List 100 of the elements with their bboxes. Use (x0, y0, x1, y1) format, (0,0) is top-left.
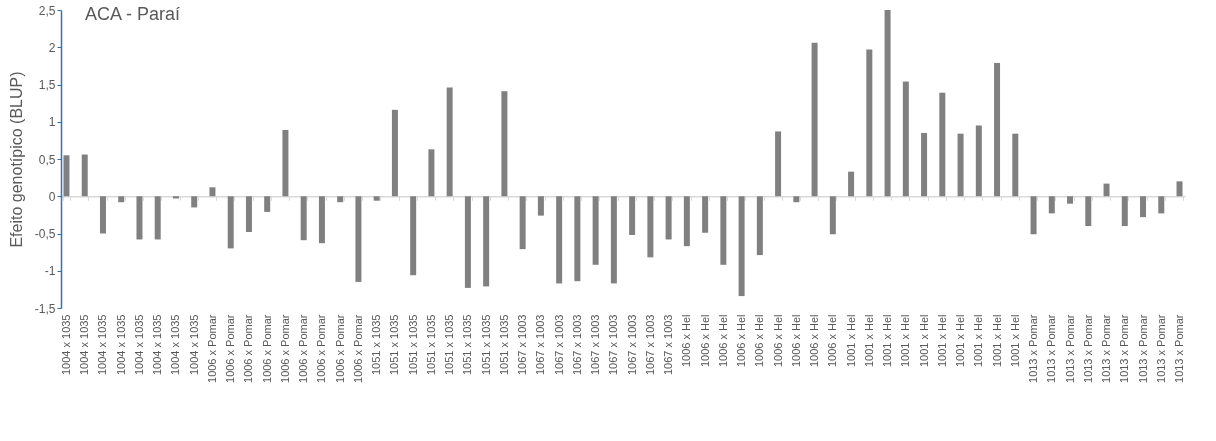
bar (665, 196, 672, 240)
x-tick-label: 1051 x 1035 (479, 314, 492, 376)
y-axis-title: Efeito genotípico (BLUP) (7, 71, 25, 248)
bar (300, 196, 307, 241)
bar (756, 196, 763, 256)
x-tick-label: 1006 x Pomar (205, 314, 218, 383)
x-tick-label: 1067 x 1003 (552, 314, 565, 376)
y-tick-label: 2 (48, 40, 56, 55)
x-tick-label: 1001 x Hel (972, 314, 985, 368)
bar (1012, 133, 1019, 197)
bar (318, 196, 325, 244)
bar (957, 133, 964, 197)
bar (410, 196, 417, 276)
x-tick-label: 1067 x 1003 (516, 314, 529, 376)
bar (1176, 181, 1183, 197)
y-tick-label: 1,5 (38, 78, 56, 92)
x-tick-label: 1051 x 1035 (424, 314, 437, 376)
bar (337, 196, 344, 203)
x-tick-label: 1001 x Hel (935, 314, 948, 368)
x-tick-label: 1051 x 1035 (370, 314, 383, 376)
bar (391, 109, 398, 197)
x-tick-label: 1067 x 1003 (643, 314, 656, 376)
bar (702, 196, 709, 233)
bar (245, 196, 252, 233)
bar (884, 10, 891, 197)
bar (355, 196, 362, 282)
bar (902, 81, 909, 197)
x-tick-label: 1067 x 1003 (607, 314, 620, 376)
x-tick-label: 1067 x 1003 (625, 314, 638, 376)
x-tick-label: 1051 x 1035 (443, 314, 456, 376)
x-tick-label: 1013 x Pomar (1081, 314, 1094, 383)
bar (483, 196, 490, 287)
bar (975, 125, 982, 197)
bar (209, 187, 216, 197)
x-tick-label: 1051 x 1035 (388, 314, 401, 376)
x-tick-label: 1051 x 1035 (461, 314, 474, 376)
bar (1067, 196, 1074, 204)
x-tick-label: 1013 x Pomar (1136, 314, 1149, 383)
bar (592, 196, 599, 265)
x-tick-label: 1006 x Hel (826, 314, 839, 368)
x-tick-label: 1004 x 1035 (169, 314, 182, 376)
x-tick-label: 1004 x 1035 (187, 314, 200, 376)
bar (683, 196, 690, 247)
bar (1030, 196, 1037, 235)
bar (738, 196, 745, 297)
bar (81, 154, 88, 197)
bar (775, 131, 782, 197)
chart-title: ACA - Paraí (85, 4, 181, 24)
x-tick-label: 1006 x Pomar (224, 314, 237, 383)
bar (1103, 183, 1110, 197)
x-tick-label: 1006 x Hel (808, 314, 821, 368)
bar (264, 196, 271, 212)
bar (811, 42, 818, 197)
x-tick-label: 1013 x Pomar (1045, 314, 1058, 383)
x-tick-label: 1004 x 1035 (59, 314, 72, 376)
bar (848, 171, 855, 197)
x-tick-label: 1013 x Pomar (1100, 314, 1113, 383)
y-tick-label: 2,5 (38, 3, 56, 18)
x-tick-label: 1051 x 1035 (497, 314, 510, 376)
x-tick-label: 1067 x 1003 (570, 314, 583, 376)
bar (464, 196, 471, 288)
bar (556, 196, 563, 284)
x-tick-label: 1004 x 1035 (151, 314, 164, 376)
x-tick-label: 1006 x Pomar (260, 314, 273, 383)
x-tick-label: 1006 x Hel (789, 314, 802, 368)
x-tick-label: 1006 x Hel (771, 314, 784, 368)
x-tick-label: 1004 x 1035 (132, 314, 145, 376)
bar (829, 196, 836, 235)
x-tick-label: 1001 x Hel (899, 314, 912, 368)
y-tick-label: 0,5 (38, 152, 56, 167)
x-tick-label: 1006 x Pomar (333, 314, 346, 383)
x-tick-label: 1001 x Hel (881, 314, 894, 368)
x-tick-label: 1001 x Hel (844, 314, 857, 368)
bar (921, 132, 928, 197)
x-tick-label: 1006 x Hel (753, 314, 766, 368)
bar (227, 196, 234, 249)
bar (172, 196, 179, 199)
bar (118, 196, 125, 203)
bar (720, 196, 727, 265)
x-tick-label: 1004 x 1035 (78, 314, 91, 376)
x-tick-label: 1004 x 1035 (96, 314, 109, 376)
x-tick-label: 1067 x 1003 (534, 314, 547, 376)
bar (610, 196, 617, 284)
x-tick-label: 1006 x Pomar (242, 314, 255, 383)
x-tick-label: 1006 x Hel (716, 314, 729, 368)
y-tick-label: -1 (44, 264, 56, 279)
x-tick-label: 1006 x Hel (680, 314, 693, 368)
bar (629, 196, 636, 235)
bar (282, 129, 289, 197)
y-tick-label: -0,5 (34, 227, 56, 241)
bar (537, 196, 544, 216)
x-tick-label: 1067 x 1003 (662, 314, 675, 376)
bar (99, 196, 106, 234)
bar (519, 196, 526, 250)
bar (994, 62, 1001, 197)
bar (63, 155, 70, 197)
y-tick-label: 0 (48, 189, 56, 204)
x-tick-label: 1001 x Hel (954, 314, 967, 368)
x-tick-label: 1013 x Pomar (1173, 314, 1186, 383)
bar (373, 196, 380, 201)
